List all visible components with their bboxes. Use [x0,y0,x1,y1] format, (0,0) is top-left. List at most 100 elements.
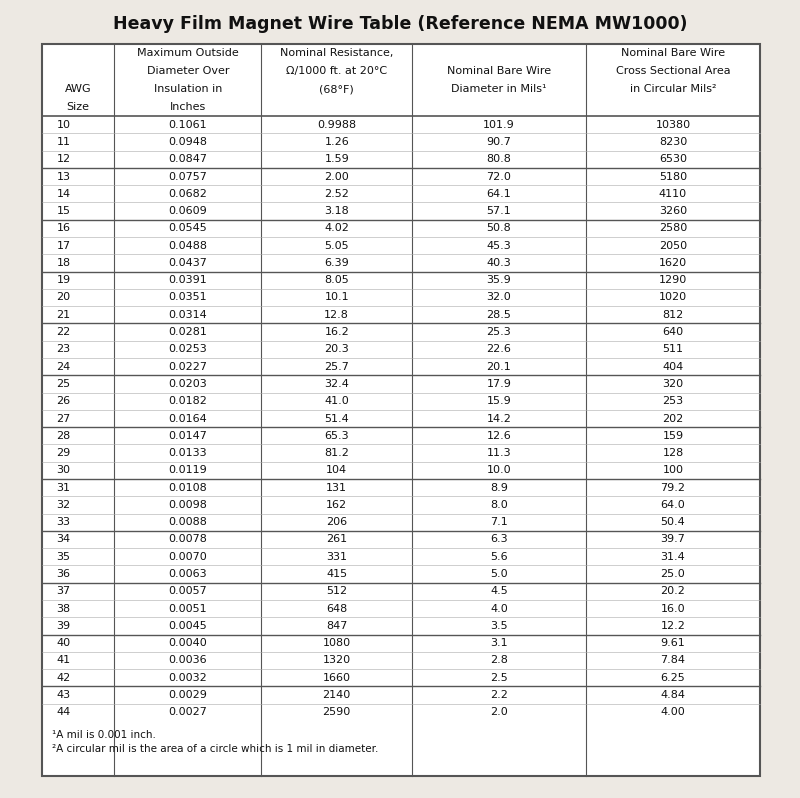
Text: 3.18: 3.18 [324,206,349,216]
Text: 0.0757: 0.0757 [168,172,207,181]
Text: 65.3: 65.3 [325,431,349,440]
Text: Nominal Bare Wire: Nominal Bare Wire [447,66,551,76]
Text: 415: 415 [326,569,347,579]
Text: 22.6: 22.6 [486,345,511,354]
Text: 35.9: 35.9 [486,275,511,285]
Text: Cross Sectional Area: Cross Sectional Area [616,66,730,76]
Text: 648: 648 [326,603,347,614]
Text: 11: 11 [57,137,70,147]
Text: 8230: 8230 [659,137,687,147]
Text: 2.00: 2.00 [324,172,349,181]
Text: 4110: 4110 [659,189,687,199]
Text: 14: 14 [57,189,70,199]
Text: 10.1: 10.1 [325,293,349,302]
Text: Size: Size [66,102,90,112]
Text: 32: 32 [57,500,70,510]
Text: 1.59: 1.59 [324,154,349,164]
Text: 16.2: 16.2 [324,327,349,337]
Text: 0.0609: 0.0609 [169,206,207,216]
Text: 159: 159 [662,431,683,440]
Text: 1.26: 1.26 [324,137,349,147]
Text: 15: 15 [57,206,70,216]
Text: 29: 29 [57,448,70,458]
Text: 34: 34 [57,535,70,544]
Text: 10.0: 10.0 [486,465,511,476]
Text: 7.84: 7.84 [661,655,686,666]
Text: 8.9: 8.9 [490,483,508,492]
Text: 2.2: 2.2 [490,690,508,700]
Text: 0.0063: 0.0063 [169,569,207,579]
Text: 0.0040: 0.0040 [169,638,207,648]
Text: 32.0: 32.0 [486,293,511,302]
Text: 33: 33 [57,517,70,527]
Text: 3260: 3260 [659,206,687,216]
Text: 1620: 1620 [659,258,687,268]
Text: (68°F): (68°F) [319,84,354,94]
Text: 0.0227: 0.0227 [168,361,207,372]
Text: 2580: 2580 [659,223,687,233]
Text: 10380: 10380 [655,120,690,129]
Text: 3.1: 3.1 [490,638,508,648]
Text: 64.1: 64.1 [486,189,511,199]
Text: 22: 22 [57,327,70,337]
Text: 0.0070: 0.0070 [169,551,207,562]
Text: 16.0: 16.0 [661,603,686,614]
Text: 24: 24 [57,361,70,372]
Text: 12: 12 [57,154,70,164]
Text: 404: 404 [662,361,684,372]
Bar [42,44,760,776]
Text: 2.5: 2.5 [490,673,508,683]
Text: 40.3: 40.3 [486,258,511,268]
Text: 20: 20 [57,293,70,302]
Text: 28.5: 28.5 [486,310,511,320]
Text: in Circular Mils²: in Circular Mils² [630,84,716,94]
Text: 26: 26 [57,397,70,406]
Text: 25.3: 25.3 [486,327,511,337]
Text: 0.1061: 0.1061 [169,120,207,129]
Text: 0.0029: 0.0029 [168,690,207,700]
Text: 40: 40 [57,638,70,648]
Text: 0.0164: 0.0164 [169,413,207,424]
Text: 31: 31 [57,483,70,492]
Text: Diameter Over: Diameter Over [146,66,229,76]
Text: 28: 28 [57,431,70,440]
Text: 12.2: 12.2 [661,621,686,631]
Text: 8.05: 8.05 [324,275,349,285]
Text: 43: 43 [57,690,70,700]
Text: 2.0: 2.0 [490,707,508,717]
Text: 25: 25 [57,379,70,389]
Text: 0.0119: 0.0119 [169,465,207,476]
Text: 14.2: 14.2 [486,413,511,424]
Text: 0.0351: 0.0351 [169,293,207,302]
Text: 20.2: 20.2 [661,587,686,596]
Text: 0.0133: 0.0133 [169,448,207,458]
Text: ²A circular mil is the area of a circle which is 1 mil in diameter.: ²A circular mil is the area of a circle … [52,744,378,754]
Text: 131: 131 [326,483,347,492]
Text: 0.0488: 0.0488 [168,241,207,251]
Text: 79.2: 79.2 [661,483,686,492]
Text: 20.3: 20.3 [324,345,349,354]
Text: 331: 331 [326,551,347,562]
Text: 5180: 5180 [659,172,687,181]
Text: 0.0088: 0.0088 [168,517,207,527]
Text: 1660: 1660 [322,673,350,683]
Text: 36: 36 [57,569,70,579]
Text: 0.0314: 0.0314 [169,310,207,320]
Text: 11.3: 11.3 [486,448,511,458]
Text: 50.4: 50.4 [661,517,686,527]
Text: 100: 100 [662,465,683,476]
Text: 0.0682: 0.0682 [168,189,207,199]
Text: 0.0391: 0.0391 [169,275,207,285]
Text: 0.0098: 0.0098 [168,500,207,510]
Text: 512: 512 [326,587,347,596]
Text: 81.2: 81.2 [324,448,349,458]
Text: Ω/1000 ft. at 20°C: Ω/1000 ft. at 20°C [286,66,387,76]
Text: 38: 38 [57,603,70,614]
Text: 64.0: 64.0 [661,500,686,510]
Text: 4.00: 4.00 [661,707,686,717]
Text: 19: 19 [57,275,70,285]
Text: 0.0281: 0.0281 [168,327,207,337]
Text: Diameter in Mils¹: Diameter in Mils¹ [451,84,546,94]
Text: 0.0437: 0.0437 [168,258,207,268]
Text: 2.8: 2.8 [490,655,508,666]
